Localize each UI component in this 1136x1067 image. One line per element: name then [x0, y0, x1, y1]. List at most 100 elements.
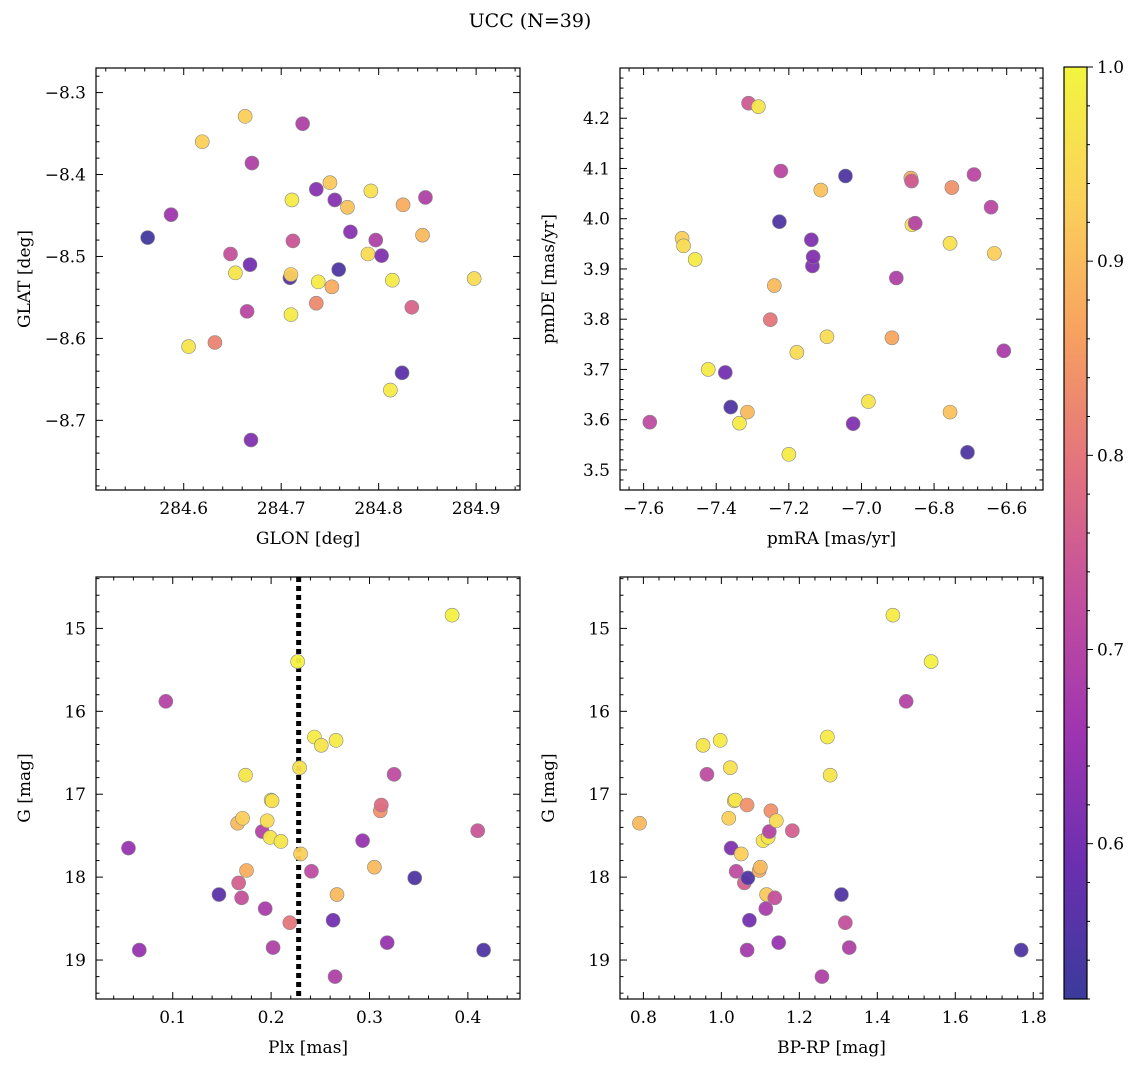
scatter-point: [960, 445, 975, 460]
y-tick-label: 17: [64, 785, 86, 805]
scatter-point: [207, 335, 223, 350]
scatter-point: [244, 155, 260, 171]
scatter-point: [773, 163, 789, 179]
scatter-point: [285, 233, 301, 249]
scatter-point: [996, 343, 1012, 359]
scatter-point: [367, 859, 382, 875]
scatter-point: [762, 824, 777, 839]
x-tick-label: 1.8: [1020, 1008, 1047, 1028]
scatter-point: [231, 875, 246, 891]
x-tick-label: 284.7: [257, 499, 306, 519]
scatter-point: [983, 199, 999, 215]
y-tick-label: −8.7: [45, 411, 86, 431]
scatter-point: [987, 246, 1002, 261]
scatter-point: [293, 846, 308, 862]
scatter-point: [739, 942, 755, 958]
scatter-point: [771, 935, 786, 950]
scatter-point: [687, 252, 703, 267]
scatter-point: [904, 173, 919, 189]
scatter-point: [898, 694, 914, 709]
scatter-point: [308, 295, 324, 311]
scatter-point: [676, 238, 691, 254]
axes-frame: [95, 67, 521, 491]
scatter-point: [385, 272, 400, 288]
y-tick-label: 3.7: [583, 360, 610, 380]
x-axis-label: Plx [mas]: [268, 1038, 348, 1058]
scatter-point: [242, 257, 258, 272]
points: [140, 109, 482, 448]
scatter-point: [789, 345, 805, 360]
scatter-point: [368, 232, 384, 248]
scatter-point: [814, 969, 830, 984]
scatter-point: [732, 415, 747, 431]
x-tick-label: 0.2: [258, 1008, 285, 1028]
scatter-point: [243, 432, 259, 448]
scatter-point: [418, 190, 433, 205]
scatter-point: [163, 207, 179, 222]
scatter-point: [237, 109, 253, 124]
x-tick-label: −6.6: [986, 499, 1027, 519]
scatter-point: [742, 912, 757, 928]
scatter-point: [292, 760, 307, 775]
scatter-point: [712, 733, 728, 748]
y-tick-label: 15: [588, 619, 610, 639]
scatter-point: [885, 607, 901, 623]
y-tick-label: 17: [588, 785, 610, 805]
scatter-point: [769, 813, 784, 829]
x-tick-label: 1.4: [864, 1008, 891, 1028]
scatter-point: [158, 694, 174, 709]
scatter-point: [772, 214, 787, 230]
panel-plx-g: 0.1 0.2 0.3 0.4 15 16 17 18 19 Plx [mas] G [mag]: [15, 576, 521, 1058]
y-axis-label: pmDE [mas/yr]: [539, 214, 559, 344]
y-tick-label: 4.2: [583, 109, 610, 129]
scatter-point: [304, 864, 319, 879]
scatter-point: [884, 330, 900, 346]
scatter-point: [284, 192, 300, 208]
scatter-point: [140, 230, 155, 245]
scatter-point: [942, 236, 958, 251]
scatter-point: [889, 270, 904, 286]
scatter-point: [265, 940, 281, 955]
scatter-point: [444, 607, 460, 623]
scatter-point: [308, 181, 324, 197]
y-tick-label: −8.6: [45, 329, 86, 349]
scatter-point: [861, 394, 876, 409]
scatter-point: [238, 767, 253, 783]
y-axis-label: GLAT [deg]: [15, 230, 35, 328]
scatter-point: [194, 134, 210, 150]
scatter-point: [282, 915, 298, 931]
scatter-point: [340, 200, 355, 215]
y-axis-label: G [mag]: [15, 753, 35, 822]
points: [642, 95, 1012, 462]
x-tick-label: 0.1: [159, 1008, 186, 1028]
x-axis-label: GLON [deg]: [256, 529, 360, 549]
colorbar: 0.6 0.7 0.8 0.9 1.0: [1063, 58, 1124, 1000]
scatter-point: [785, 823, 800, 838]
y-tick-label: −8.5: [45, 247, 86, 267]
scatter-point: [723, 399, 739, 415]
scatter-point: [131, 942, 147, 958]
y-tick-label: 3.8: [583, 310, 610, 330]
scatter-point: [386, 767, 402, 782]
axes-frame: [95, 576, 521, 1000]
scatter-point: [834, 887, 849, 902]
scatter-point: [181, 339, 196, 354]
y-tick-label: 3.5: [583, 461, 610, 481]
x-tick-label: 284.8: [354, 499, 403, 519]
y-tick-label: 4.1: [583, 159, 610, 179]
scatter-point: [415, 227, 430, 243]
panel-bprp-g: 0.8 1.0 1.2 1.4 1.6 1.8 15 16 17 18 19 BP-RP [mag] G…: [539, 576, 1047, 1058]
scatter-point: [259, 813, 275, 829]
scatter-point: [313, 738, 329, 753]
x-tick-label: 1.2: [786, 1008, 813, 1028]
scatter-point: [728, 864, 744, 879]
x-tick-label: −6.8: [913, 499, 954, 519]
scatter-point: [283, 267, 299, 282]
y-tick-label: 3.9: [583, 260, 610, 280]
scatter-point: [264, 793, 280, 809]
scatter-point: [228, 265, 243, 281]
scatter-point: [331, 262, 347, 277]
scatter-point: [121, 840, 136, 856]
scatter-point: [723, 760, 738, 775]
